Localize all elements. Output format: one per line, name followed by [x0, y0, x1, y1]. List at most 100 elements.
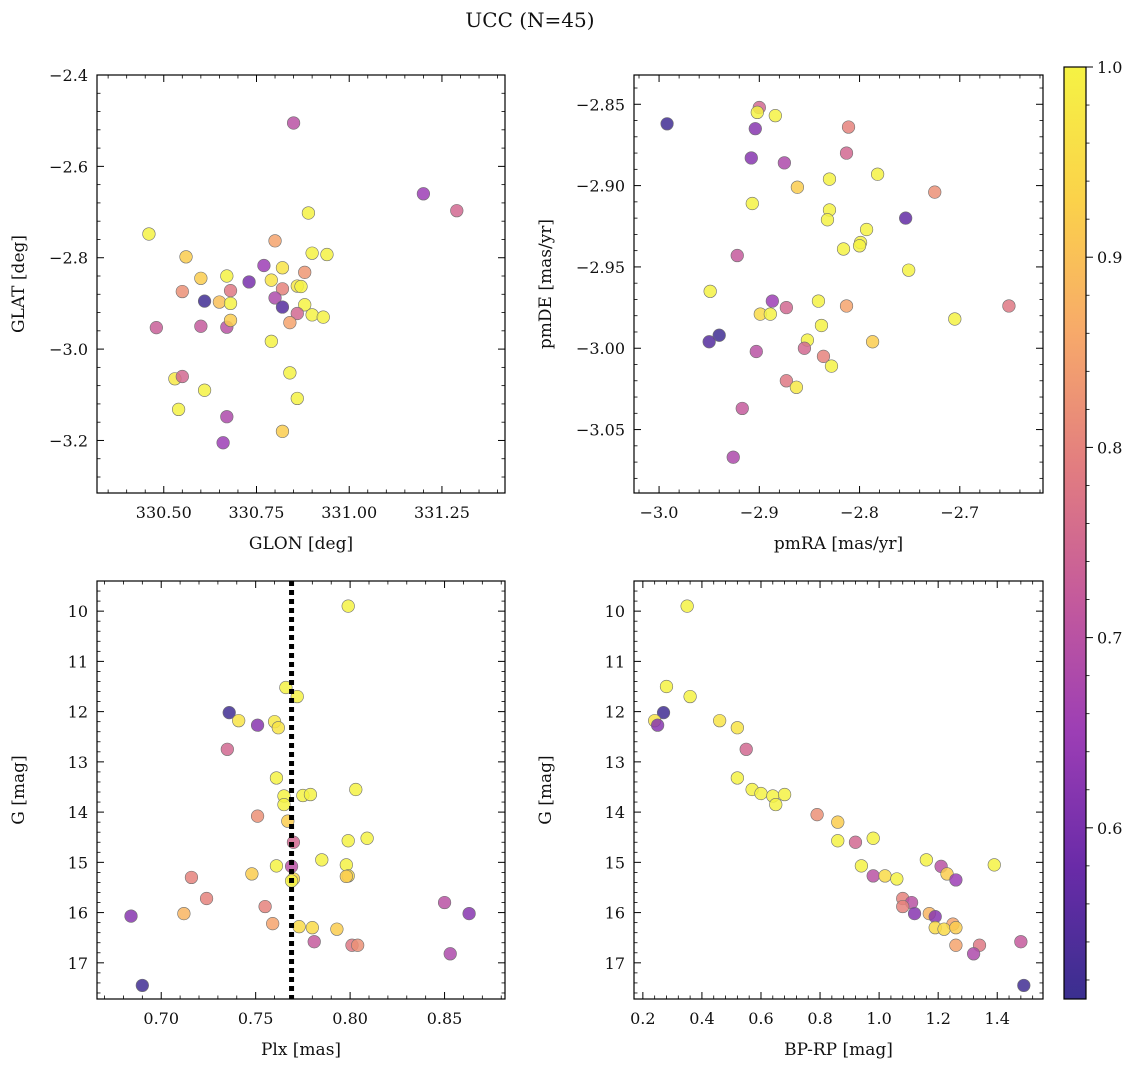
- data-point: [275, 424, 290, 438]
- data-point: [266, 917, 280, 931]
- data-point: [179, 250, 193, 264]
- colorbar-frame: [1063, 66, 1087, 1000]
- data-point: [268, 291, 282, 305]
- data-point: [899, 211, 913, 225]
- data-point: [269, 859, 284, 873]
- data-point: [264, 273, 278, 287]
- y-tick-label: −2.95: [576, 258, 625, 277]
- data-point: [294, 279, 308, 294]
- x-axis-label: Plx [mas]: [261, 1040, 341, 1060]
- data-point: [878, 869, 892, 883]
- data-point: [341, 599, 355, 613]
- data-point: [290, 306, 304, 321]
- data-point: [859, 222, 874, 237]
- data-point: [258, 899, 272, 914]
- y-tick-label: 11: [605, 652, 625, 671]
- data-point: [820, 213, 835, 227]
- x-tick-label: 0.85: [427, 1009, 463, 1028]
- data-point: [142, 227, 156, 241]
- data-point: [275, 261, 290, 275]
- data-point: [866, 869, 880, 883]
- data-point: [811, 294, 826, 308]
- x-tick-label: 0.6: [748, 1009, 773, 1028]
- x-tick-label: 0.75: [238, 1009, 274, 1028]
- y-axis-label: G [mag]: [9, 755, 29, 824]
- data-point: [301, 206, 316, 220]
- colorbar-tick-label: 0.7: [1097, 629, 1122, 648]
- data-point: [797, 341, 812, 355]
- data-point: [1014, 935, 1028, 949]
- data-point: [902, 263, 916, 277]
- x-tick-label: 0.8: [807, 1009, 832, 1028]
- x-tick-label: 1.4: [985, 1009, 1010, 1028]
- y-tick-label: −3.00: [576, 339, 625, 358]
- data-point: [124, 909, 138, 923]
- data-point: [949, 873, 963, 887]
- data-point: [283, 316, 297, 330]
- data-point: [462, 906, 476, 921]
- data-point: [730, 248, 744, 263]
- data-point: [197, 383, 212, 397]
- data-point: [450, 204, 464, 218]
- data-point: [702, 335, 716, 349]
- data-point: [831, 834, 845, 848]
- data-point: [149, 321, 163, 335]
- data-point: [848, 835, 863, 849]
- y-axis-label: GLAT [deg]: [9, 235, 29, 333]
- data-point: [656, 706, 671, 720]
- data-point: [680, 599, 694, 613]
- data-point: [750, 105, 764, 120]
- data-point: [816, 349, 831, 363]
- data-point: [305, 246, 319, 260]
- x-tick-label: 0.4: [689, 1009, 714, 1028]
- y-tick-label: −2.6: [49, 157, 88, 176]
- data-point: [754, 786, 768, 801]
- data-point: [175, 369, 189, 384]
- y-tick-label: −2.85: [576, 95, 625, 114]
- data-point: [283, 366, 297, 380]
- panel-bottom-left: 0.70 0.75 0.80 0.85 10 11 12 13 14 15 16 17 Plx [mas…: [9, 580, 506, 1060]
- data-point: [330, 922, 344, 936]
- y-tick-label: 11: [68, 652, 88, 671]
- data-point: [443, 947, 457, 961]
- x-tick-label: 0.2: [630, 1009, 655, 1028]
- data-point: [768, 109, 782, 123]
- data-point: [220, 742, 234, 756]
- y-tick-label: 12: [605, 703, 625, 722]
- data-point: [779, 374, 793, 388]
- data-point: [928, 910, 942, 924]
- data-point: [839, 299, 854, 313]
- data-point: [928, 185, 942, 199]
- data-point: [735, 401, 749, 416]
- data-point: [730, 721, 744, 735]
- data-point: [222, 706, 236, 720]
- x-axis-label: pmRA [mas/yr]: [774, 534, 903, 554]
- data-point: [822, 172, 837, 186]
- y-tick-label: 14: [68, 803, 88, 822]
- y-tick-label: 15: [605, 853, 625, 872]
- data-point: [197, 294, 212, 308]
- axes-frame: [96, 580, 506, 1000]
- data-point: [257, 258, 271, 273]
- data-point: [907, 906, 922, 921]
- x-tick-label: 1.2: [925, 1009, 950, 1028]
- data-point: [660, 117, 674, 131]
- y-axis-label: pmDE [mas/yr]: [536, 219, 556, 349]
- y-tick-label: 10: [605, 602, 625, 621]
- data-point: [307, 935, 321, 949]
- data-point: [703, 284, 717, 298]
- data-point: [298, 265, 312, 279]
- y-tick-label: 12: [68, 703, 88, 722]
- data-point: [220, 269, 234, 283]
- colorbar-tick-label: 0.9: [1097, 248, 1122, 267]
- x-tick-label: −3.0: [640, 503, 679, 522]
- data-point: [763, 307, 777, 321]
- data-point: [651, 718, 665, 732]
- data-point: [726, 450, 740, 464]
- data-point: [789, 380, 803, 394]
- data-point: [967, 947, 981, 961]
- data-point: [305, 308, 319, 322]
- x-tick-label: 0.70: [143, 1009, 179, 1028]
- data-point: [349, 782, 363, 797]
- data-point: [810, 808, 824, 822]
